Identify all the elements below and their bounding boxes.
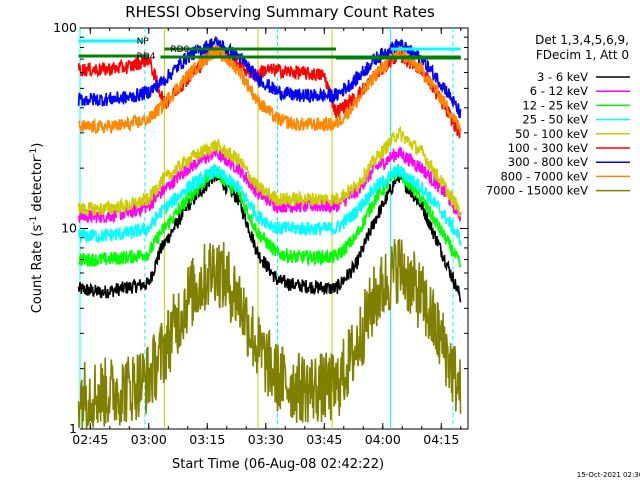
- legend-header-decim: FDecim 1, Att 0: [536, 48, 629, 62]
- legend-label-2: 12 - 25 keV: [522, 98, 588, 112]
- series-line-7: [78, 44, 462, 135]
- x-tick-label-4: 03:45: [306, 432, 342, 447]
- y-tick-label-2: 100: [53, 20, 77, 35]
- series-line-8: [77, 238, 462, 430]
- y-tick-labels: 1 10 100: [53, 20, 77, 436]
- x-tick-label-3: 03:30: [248, 432, 284, 447]
- x-tick-label-0: 02:45: [72, 432, 108, 447]
- flag-label-rd4: RD4: [137, 52, 156, 62]
- legend-label-4: 50 - 100 keV: [515, 127, 588, 141]
- legend-label-6: 300 - 800 keV: [508, 155, 588, 169]
- legend: Det 1,3,4,5,6,9, FDecim 1, Att 0 3 - 6 k…: [486, 33, 630, 198]
- x-tick-label-1: 03:00: [131, 432, 167, 447]
- legend-label-1: 6 - 12 keV: [530, 84, 588, 98]
- x-tick-label-6: 04:15: [423, 432, 459, 447]
- legend-label-7: 800 - 7000 keV: [500, 169, 588, 183]
- axis-ticks: [80, 27, 468, 430]
- legend-label-3: 25 - 50 keV: [522, 113, 588, 127]
- generation-timestamp: 15-Oct-2021 02:30: [577, 471, 640, 479]
- legend-label-0: 3 - 6 keV: [537, 70, 588, 84]
- flag-bars: NP RD0 RD4: [78, 37, 461, 62]
- x-axis-label: Start Time (06-Aug-08 02:42:22): [172, 457, 384, 472]
- legend-header-detectors: Det 1,3,4,5,6,9,: [535, 33, 629, 47]
- x-tick-labels: 02:45 03:00 03:15 03:30 03:45 04:00 04:15: [72, 432, 459, 447]
- series-line-3: [78, 163, 462, 246]
- x-tick-label-5: 04:00: [365, 432, 401, 447]
- y-tick-label-1: 10: [61, 221, 77, 236]
- legend-label-8: 7000 - 15000 keV: [486, 184, 588, 198]
- chart-title: RHESSI Observing Summary Count Rates: [125, 3, 435, 21]
- y-tick-label-0: 1: [69, 421, 77, 436]
- series-line-4: [77, 125, 462, 217]
- x-tick-label-2: 03:15: [189, 432, 225, 447]
- y-axis-label: Count Rate (s-1 detector-1): [29, 143, 45, 314]
- legend-label-5: 100 - 300 keV: [508, 141, 588, 155]
- plot-area: NP RD0 RD4: [77, 27, 469, 430]
- series-layer: [77, 36, 462, 430]
- series-line-1: [77, 146, 462, 224]
- flag-label-rd0: RD0: [170, 45, 189, 55]
- flag-label-np: NP: [137, 37, 150, 47]
